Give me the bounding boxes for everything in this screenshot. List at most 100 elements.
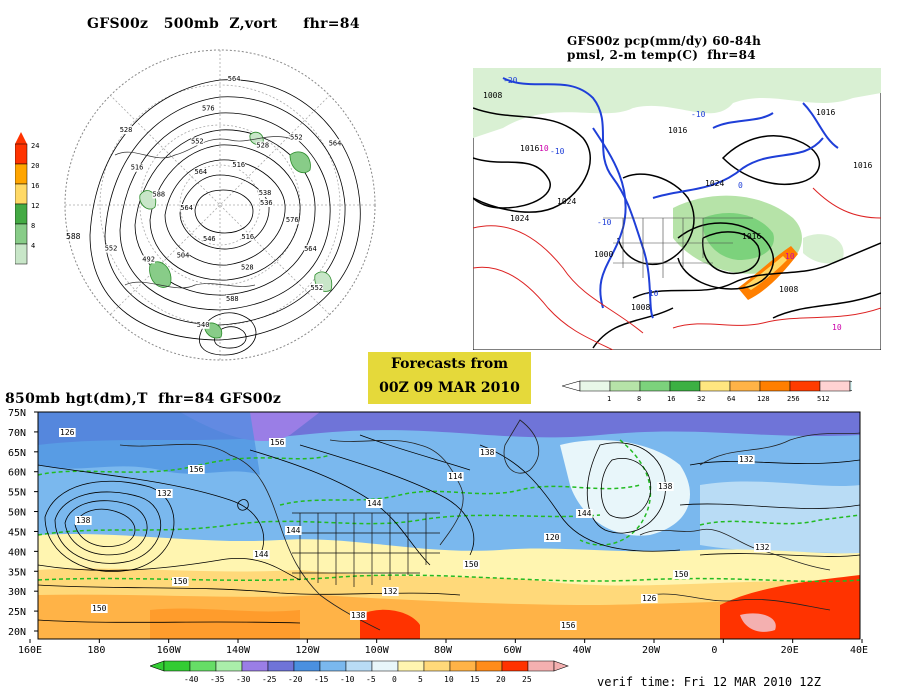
temp-label: -10 (550, 147, 565, 156)
colorbar-850mb-left-arrow (150, 660, 165, 672)
colorbar-pmsl-swatch (789, 380, 821, 392)
height-label-850mb: 120 (545, 533, 560, 542)
height-label-850mb: 132 (739, 455, 754, 464)
colorbar-500mb-swatch (15, 163, 28, 185)
colorbar-500mb-swatch (15, 223, 28, 245)
height-label-850mb-bg (657, 482, 674, 491)
colorbar-pmsl-swatch (729, 380, 761, 392)
height-label-850mb-bg (641, 594, 658, 603)
height-label-850mb-bg (253, 550, 270, 559)
map-850mb: 75N 70N 65N 60N 55N 50N 45N 40N 35N 30N 25N 20N 160E… (8, 408, 868, 655)
colorbar-850mb-swatch (241, 660, 269, 672)
contour-label-500mb-bg (328, 139, 342, 148)
height-label-850mb-bg (673, 570, 690, 579)
height-label-850mb-bg (366, 499, 383, 508)
lat-label: 55N (8, 488, 26, 499)
colorbar-pmsl-tick: 256 (787, 395, 800, 403)
contour-label-500mb-bg (191, 137, 204, 146)
label-500mb-west: 588 (66, 232, 81, 241)
lat-label: 45N (8, 527, 26, 538)
temp-label: -10 (691, 110, 706, 119)
height-label-850mb-bg (285, 526, 302, 535)
height-label-850mb-bg (269, 438, 286, 447)
contour-label-500mb: 540 (197, 321, 210, 329)
colorbar-850mb-tick: -20 (288, 675, 303, 684)
contour-label-500mb-bg (260, 199, 273, 207)
lon-label: 180 (87, 645, 105, 655)
colorbar-850mb: -40 -35 -30 -25 -20 -15 -10 -5 0 5 10 15 20 25 (150, 660, 569, 684)
colorbar-pmsl-swatch (639, 380, 671, 392)
colorbar-pmsl: 1 8 16 32 64 128 256 512 (562, 380, 852, 403)
colorbar-850mb-tick: 0 (392, 675, 397, 684)
height-label-850mb-bg (479, 448, 496, 457)
contour-label-500mb: 528 (241, 264, 254, 272)
height-label-850mb-bg (350, 611, 367, 620)
height-label-850mb: 144 (367, 499, 382, 508)
colorbar-pmsl-swatch (609, 380, 641, 392)
lat-label: 30N (8, 587, 26, 598)
height-label-850mb: 144 (254, 550, 269, 559)
contour-label-500mb: 528 (256, 142, 269, 150)
colorbar-850mb-tick: -35 (210, 675, 225, 684)
lat-label: 65N (8, 448, 26, 459)
isobar-label: 1000 (594, 250, 613, 259)
contour-label-500mb-bg (256, 141, 270, 150)
temp-label: 10 (539, 144, 549, 153)
colorbar-850mb-tick: 10 (444, 675, 454, 684)
colorbar-500mb-arrow (15, 132, 27, 144)
temp-label: 10 (785, 252, 795, 261)
colorbar-850mb-swatch (293, 660, 321, 672)
contour-label-500mb: 576 (286, 216, 299, 224)
colorbar-pmsl-left-arrow (562, 380, 581, 392)
colorbar-850mb-swatch (267, 660, 295, 672)
colorbar-850mb-tick: 25 (522, 675, 532, 684)
colorbar-850mb-swatch (423, 660, 451, 672)
contour-label-500mb: 492 (142, 255, 155, 263)
lat-label: 60N (8, 468, 26, 479)
height-label-850mb-bg (576, 509, 593, 518)
isobar-label: 1016 (668, 126, 687, 135)
temp-label: 0 (738, 181, 743, 190)
height-label-850mb-bg (75, 516, 92, 525)
contour-label-500mb: 552 (105, 245, 118, 253)
height-label-850mb: 138 (351, 611, 366, 620)
colorbar-500mb-swatch (15, 243, 28, 265)
contour-label-500mb-bg (194, 168, 208, 177)
contour-label-500mb-bg (152, 190, 166, 199)
height-label-850mb-bg (738, 455, 755, 464)
lon-label: 80W (434, 645, 453, 655)
height-label-850mb-bg (382, 587, 399, 596)
height-label-850mb-bg (91, 604, 108, 613)
colorbar-850mb-tick: -15 (314, 675, 329, 684)
colorbar-850mb-swatch (319, 660, 347, 672)
colorbar-pmsl-tick: 512 (817, 395, 830, 403)
lon-label: 160W (157, 645, 182, 655)
contour-label-500mb: 528 (120, 126, 133, 134)
colorbar-850mb-swatch (345, 660, 373, 672)
isobar-label: 1024 (557, 197, 576, 206)
isobar-label: 1008 (483, 91, 502, 100)
isobar-label: 1016 (520, 144, 539, 153)
temp-label: -10 (597, 218, 612, 227)
contour-label-500mb-bg (196, 320, 210, 329)
lat-label: 75N (8, 408, 26, 419)
lon-label: 100W (365, 645, 390, 655)
height-label-850mb: 156 (270, 438, 285, 447)
colorbar-850mb-tick: -10 (340, 675, 355, 684)
colorbar-850mb-tick: 5 (418, 675, 423, 684)
title-pmsl-line1: GFS00z pcp(mm/dy) 60-84h (567, 34, 762, 48)
contour-label-500mb-bg (104, 244, 118, 253)
contour-label-500mb: 504 (177, 251, 190, 259)
colorbar-pmsl-right-arrow (849, 380, 852, 392)
colorbar-850mb-swatch (371, 660, 399, 672)
verif-time: verif time: Fri 12 MAR 2010 12Z (597, 675, 821, 689)
colorbar-850mb-tick: -30 (236, 675, 251, 684)
contour-label-500mb-bg (176, 251, 190, 260)
colorbar-500mb-swatch (15, 183, 28, 205)
height-label-850mb: 150 (464, 560, 479, 569)
contour-label-500mb: 564 (228, 75, 241, 83)
lat-label: 25N (8, 607, 26, 618)
contour-label-500mb-bg (203, 235, 216, 244)
contour-label-500mb: 538 (259, 189, 272, 197)
height-label-850mb: 150 (92, 604, 107, 613)
